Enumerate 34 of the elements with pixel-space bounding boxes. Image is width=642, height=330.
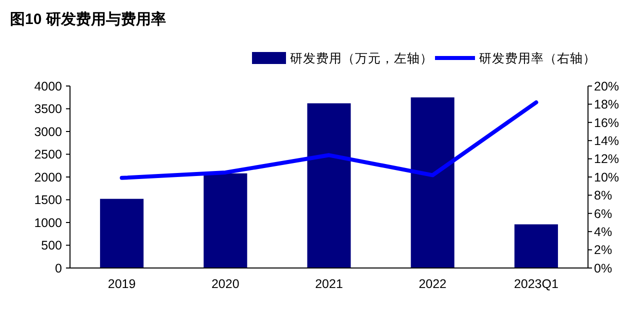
y2-tick-label: 18% [594, 98, 620, 112]
bar [514, 224, 558, 268]
x-tick-label: 2021 [315, 277, 343, 291]
y2-tick-label: 10% [594, 170, 620, 184]
y2-tick-label: 8% [594, 188, 612, 203]
legend-label: 研发费用（万元，左轴） [290, 51, 433, 66]
y-tick-label: 1000 [34, 216, 62, 230]
x-tick-label: 2022 [418, 277, 447, 291]
bar [410, 97, 454, 268]
x-tick-label: 2019 [108, 277, 136, 291]
y2-tick-label: 16% [594, 116, 620, 130]
y2-tick-label: 4% [594, 224, 612, 239]
legend-label: 研发费用率（右轴） [479, 50, 596, 66]
y-tick-label: 2000 [34, 170, 62, 184]
line-series [120, 100, 538, 180]
bar [204, 173, 248, 268]
y2-tick-label: 2% [594, 243, 612, 258]
y2-tick-label: 6% [594, 206, 612, 221]
bar [100, 198, 144, 268]
x-tick-label: 2020 [211, 277, 240, 291]
y-tick-label: 2500 [34, 148, 62, 162]
y-tick-label: 0 [55, 261, 62, 276]
y2-tick-label: 0% [594, 261, 612, 276]
y2-tick-label: 12% [594, 152, 620, 166]
y-tick-label: 4000 [34, 79, 62, 94]
y2-tick-label: 14% [594, 134, 620, 148]
y-tick-label: 3500 [34, 102, 62, 116]
y-tick-label: 3000 [34, 124, 62, 139]
bar [307, 103, 351, 268]
y-tick-label: 500 [41, 238, 62, 253]
chart-title: 图10 研发费用与费用率 [10, 10, 166, 28]
y2-tick-label: 20% [594, 79, 620, 94]
y-tick-label: 1500 [34, 193, 62, 208]
x-tick-label: 2023Q1 [514, 277, 558, 291]
